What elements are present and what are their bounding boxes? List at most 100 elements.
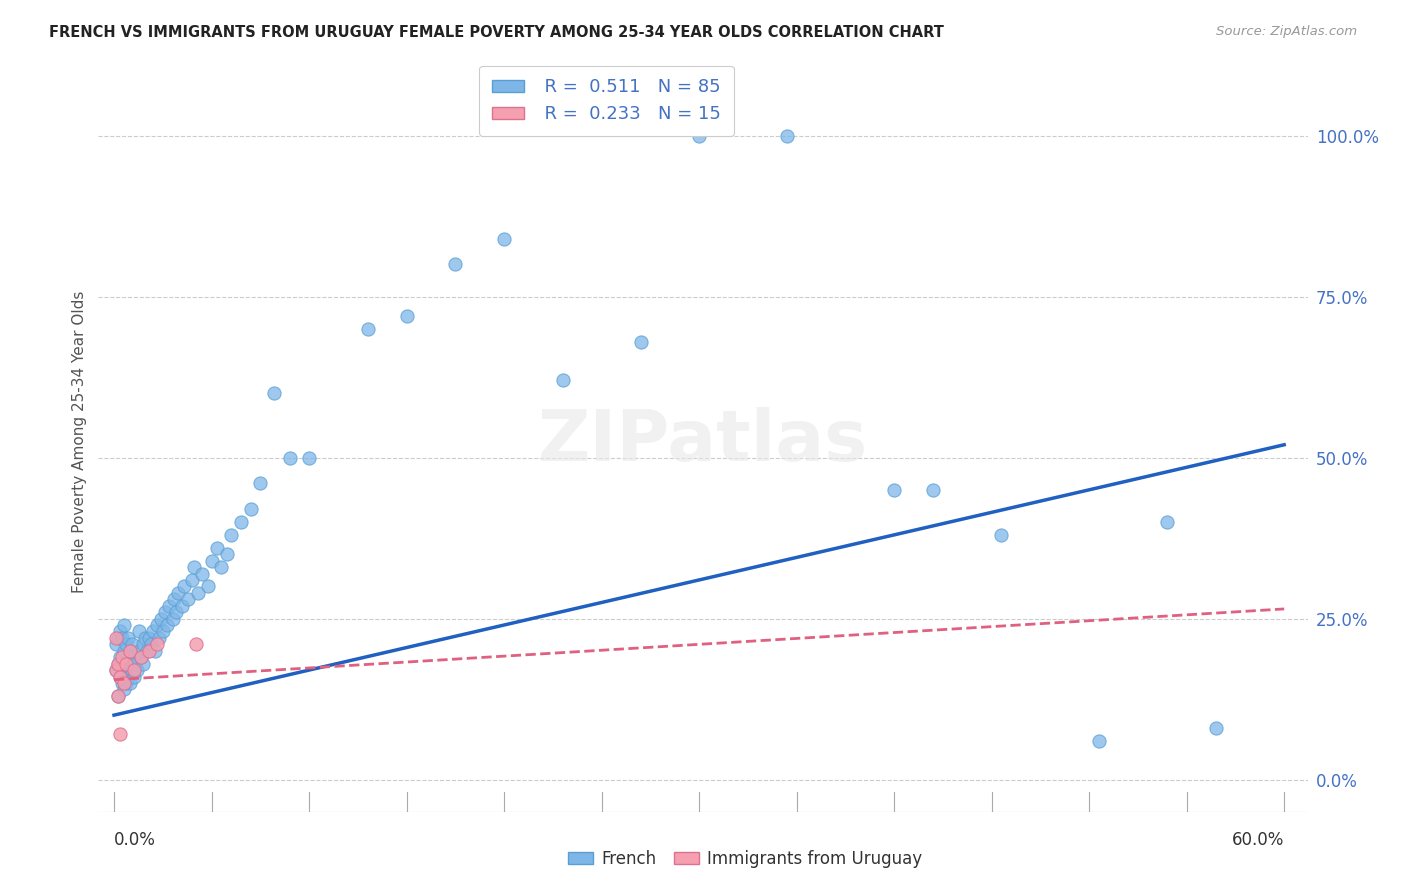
Point [191, 566, 214, 581]
Point [149, 611, 172, 625]
Point [117, 631, 139, 645]
Point [107, 689, 129, 703]
Point [249, 476, 271, 491]
Point [112, 676, 135, 690]
Point [114, 657, 136, 671]
Point [157, 599, 180, 613]
Point [111, 650, 134, 665]
Point [172, 599, 194, 613]
Point [118, 644, 141, 658]
Point [132, 637, 155, 651]
Point [167, 586, 190, 600]
Point [148, 631, 170, 645]
Point [107, 657, 129, 671]
Point [131, 650, 153, 665]
Point [156, 618, 179, 632]
Point [1156, 515, 1178, 529]
Point [127, 663, 149, 677]
Point [1205, 721, 1227, 735]
Point [104, 631, 127, 645]
Point [153, 605, 176, 619]
Point [132, 657, 155, 671]
Point [122, 669, 145, 683]
Point [139, 637, 162, 651]
Point [104, 663, 127, 677]
Point [922, 483, 945, 497]
Point [112, 682, 135, 697]
Point [1088, 734, 1111, 748]
Point [112, 644, 135, 658]
Point [111, 657, 134, 671]
Point [131, 650, 153, 665]
Point [122, 650, 145, 665]
Point [114, 676, 136, 690]
Point [104, 637, 127, 651]
Point [883, 483, 905, 497]
Point [108, 727, 131, 741]
Point [121, 663, 143, 677]
Point [111, 676, 134, 690]
Point [104, 663, 127, 677]
Point [107, 689, 129, 703]
Point [146, 618, 169, 632]
Point [163, 592, 186, 607]
Point [108, 624, 131, 639]
Point [688, 128, 710, 143]
Point [356, 322, 378, 336]
Point [298, 450, 321, 465]
Point [551, 373, 574, 387]
Point [181, 573, 204, 587]
Point [111, 631, 134, 645]
Point [124, 657, 146, 671]
Point [219, 528, 242, 542]
Point [118, 644, 141, 658]
Point [114, 637, 136, 651]
Point [278, 450, 301, 465]
Point [118, 676, 141, 690]
Point [112, 618, 135, 632]
Legend:   R =  0.511   N = 85,   R =  0.233   N = 15: R = 0.511 N = 85, R = 0.233 N = 15 [479, 66, 734, 136]
Point [107, 631, 129, 645]
Point [152, 624, 174, 639]
Point [229, 515, 252, 529]
Point [187, 586, 209, 600]
Point [239, 502, 262, 516]
Point [630, 334, 652, 349]
Point [136, 644, 159, 658]
Text: 60.0%: 60.0% [1232, 831, 1284, 849]
Point [134, 631, 156, 645]
Point [117, 650, 139, 665]
Point [217, 547, 239, 561]
Point [209, 560, 232, 574]
Point [128, 644, 150, 658]
Point [107, 657, 129, 671]
Point [108, 650, 131, 665]
Text: Source: ZipAtlas.com: Source: ZipAtlas.com [1216, 25, 1357, 38]
Point [207, 541, 229, 555]
Point [165, 605, 187, 619]
Point [990, 528, 1012, 542]
Point [138, 644, 160, 658]
Point [200, 554, 222, 568]
Point [444, 258, 467, 272]
Text: ZIPatlas: ZIPatlas [538, 407, 868, 476]
Point [263, 386, 285, 401]
Point [108, 669, 131, 683]
Point [184, 637, 207, 651]
Point [146, 637, 169, 651]
Point [177, 592, 200, 607]
Point [121, 637, 143, 651]
Point [142, 624, 165, 639]
Point [114, 657, 136, 671]
Point [122, 663, 145, 677]
Y-axis label: Female Poverty Among 25-34 Year Olds: Female Poverty Among 25-34 Year Olds [72, 291, 87, 592]
Point [112, 663, 135, 677]
Point [118, 657, 141, 671]
Point [197, 579, 219, 593]
Point [162, 611, 184, 625]
Legend: French, Immigrants from Uruguay: French, Immigrants from Uruguay [562, 844, 928, 875]
Point [173, 579, 195, 593]
Text: 0.0%: 0.0% [114, 831, 156, 849]
Point [117, 669, 139, 683]
Point [143, 644, 166, 658]
